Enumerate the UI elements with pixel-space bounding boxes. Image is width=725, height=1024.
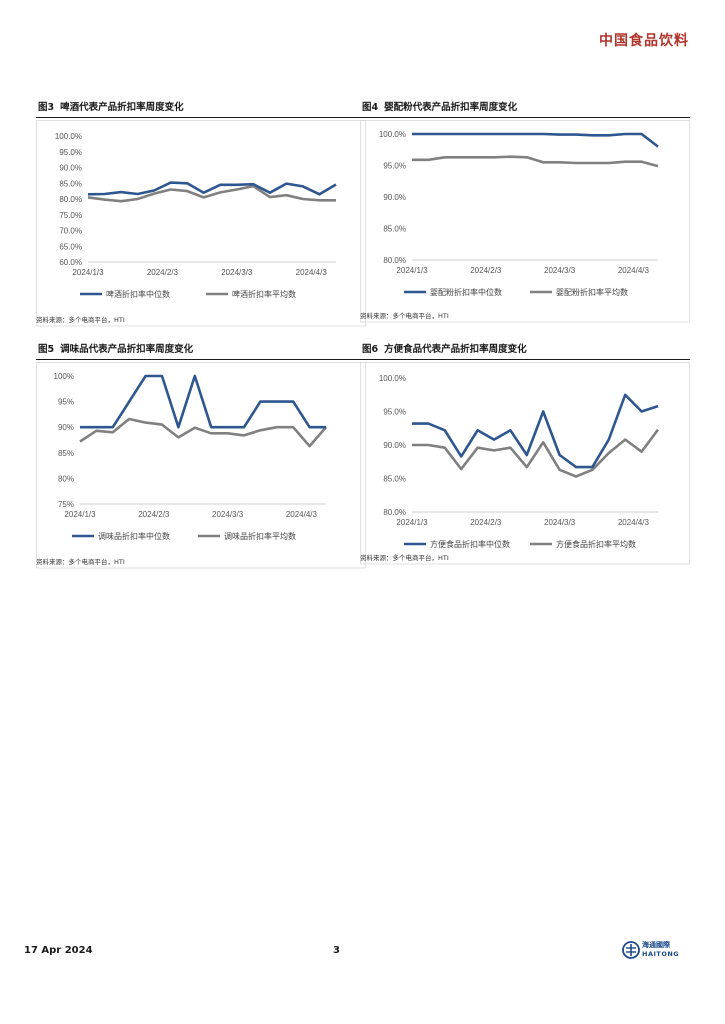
chart-title: 图4 婴配粉代表产品折扣率周度变化 — [360, 100, 690, 118]
chart-panel-fig4: 图4 婴配粉代表产品折扣率周度变化 100.0% 95.0% 90.0% 85.0% 80… — [360, 100, 690, 430]
footer-date: 17 Apr 2024 — [24, 945, 93, 956]
figure-number: 图3 — [38, 102, 55, 113]
figure-caption: 啤酒代表产品折扣率周度变化 — [60, 102, 184, 113]
y-tick-label: 100.0% — [55, 132, 82, 141]
y-tick-label: 85.0% — [383, 225, 406, 234]
chart-frame — [36, 362, 366, 569]
x-tick-label: 2024/3/3 — [221, 268, 253, 277]
logo-text-en: HAITONG — [642, 950, 680, 958]
chart-frame — [360, 362, 690, 565]
line-chart: 100.0% 95.0% 90.0% 85.0% 80.0% 75.0% 70.0% 65.0… — [36, 120, 366, 404]
x-tick-label: 2024/4/3 — [618, 266, 650, 275]
haitong-logo: 海通國際 HAITONG — [622, 939, 682, 963]
page-number: 3 — [333, 945, 340, 956]
figure-number: 图4 — [362, 102, 379, 113]
report-header-title: 中国食品饮料 — [599, 33, 689, 49]
y-tick-label: 85.0% — [383, 475, 406, 484]
x-tick-label: 2024/2/3 — [470, 266, 502, 275]
figure-caption: 调味品代表产品折扣率周度变化 — [60, 344, 194, 355]
chart-canvas: 100.0% 95.0% 90.0% 85.0% 80.0% 75.0% 70.0% 65.0… — [36, 120, 366, 327]
legend-label: 方便食品折扣率中位数 — [430, 539, 510, 549]
line-chart: 100% 95% 90% 85% 80% 75% 2024/1/3 2024/2/3 2024/… — [36, 362, 366, 646]
y-tick-label: 90% — [58, 423, 74, 432]
series-average-line — [412, 428, 660, 478]
y-tick-label: 85.0% — [59, 179, 82, 188]
chart-canvas: 100% 95% 90% 85% 80% 75%2024/1/3 2024/2/3 2024/… — [36, 362, 366, 569]
y-tick-label: 60.0% — [59, 258, 82, 267]
chart-title: 图3 啤酒代表产品折扣率周度变化 — [36, 100, 366, 118]
source-note: 资料来源：多个电商平台，HTI — [360, 554, 449, 562]
x-tick-label: 2024/2/3 — [147, 268, 179, 277]
y-tick-label: 95% — [58, 398, 74, 407]
series-average-line — [87, 184, 336, 203]
legend-label: 婴配粉折扣率平均数 — [556, 287, 628, 297]
source-note: 资料来源：多个电商平台，HTI — [36, 316, 125, 324]
y-tick-label: 95.0% — [383, 162, 406, 171]
y-tick-label: 65.0% — [59, 242, 82, 251]
y-tick-label: 80.0% — [59, 195, 82, 204]
y-tick-label: 80.0% — [383, 256, 406, 265]
y-tick-label: 90.0% — [59, 164, 82, 173]
y-tick-label: 80.0% — [383, 508, 406, 517]
source-note: 资料来源：多个电商平台，HTI — [36, 558, 125, 566]
figure-caption: 方便食品代表产品折扣率周度变化 — [384, 344, 527, 355]
y-tick-label: 90.0% — [383, 193, 406, 202]
y-tick-label: 100% — [54, 372, 74, 381]
figure-number: 图5 — [38, 344, 55, 355]
x-tick-label: 2024/2/3 — [470, 518, 502, 527]
x-tick-label: 2024/4/3 — [296, 268, 328, 277]
line-chart: 100.0% 95.0% 90.0% 85.0% 80.0% 2024/1/3 2024/2… — [360, 120, 690, 404]
chart-title: 图6 方便食品代表产品折扣率周度变化 — [360, 342, 690, 360]
series-median-line — [412, 132, 659, 148]
logo-text-cn: 海通國際 — [642, 941, 670, 949]
chart-canvas: 100.0% 95.0% 90.0% 85.0% 80.0%2024/1/3 2024/2… — [360, 120, 690, 323]
haitong-logo-icon — [622, 941, 640, 959]
series-median-line — [87, 181, 337, 196]
x-tick-label: 2024/1/3 — [396, 266, 428, 275]
x-tick-label: 2024/1/3 — [64, 510, 96, 519]
chart-frame — [36, 120, 366, 327]
chart-panel-fig3: 图3 啤酒代表产品折扣率周度变化 100.0% 95.0% 90.0% 85.0% 80.… — [36, 100, 366, 430]
legend-label: 婴配粉折扣率中位数 — [430, 287, 502, 297]
x-tick-label: 2024/1/3 — [396, 518, 428, 527]
y-tick-label: 90.0% — [383, 441, 406, 450]
series-average-line — [412, 155, 659, 168]
y-tick-label: 85% — [58, 449, 74, 458]
x-tick-label: 2024/3/3 — [212, 510, 244, 519]
series-median-line — [80, 374, 326, 429]
y-tick-label: 100.0% — [379, 130, 406, 139]
x-tick-label: 2024/3/3 — [544, 266, 576, 275]
y-tick-label: 70.0% — [59, 227, 82, 236]
chart-panel-fig6: 图6 方便食品代表产品折扣率周度变化 100.0% 95.0% 90.0% 85.0% 8… — [360, 342, 690, 672]
legend-label: 啤酒折扣率平均数 — [232, 289, 296, 299]
y-tick-label: 100.0% — [379, 374, 406, 383]
y-tick-label: 95.0% — [59, 148, 82, 157]
y-tick-label: 80% — [58, 474, 74, 483]
figure-caption: 婴配粉代表产品折扣率周度变化 — [384, 102, 518, 113]
line-chart: 100.0% 95.0% 90.0% 85.0% 80.0% 2024/1/3 2024/2… — [360, 362, 690, 646]
y-tick-label: 75.0% — [59, 211, 82, 220]
x-tick-label: 2024/4/3 — [618, 518, 650, 527]
legend-label: 调味品折扣率中位数 — [98, 531, 170, 541]
chart-panel-fig5: 图5 调味品代表产品折扣率周度变化 100% 95% 90% 85% 80% 75% 2024… — [36, 342, 366, 672]
chart-title: 图5 调味品代表产品折扣率周度变化 — [36, 342, 366, 360]
series-median-line — [412, 393, 659, 469]
legend-label: 方便食品折扣率平均数 — [556, 539, 636, 549]
x-tick-label: 2024/3/3 — [544, 518, 576, 527]
legend-label: 啤酒折扣率中位数 — [106, 289, 170, 299]
legend-label: 调味品折扣率平均数 — [224, 531, 296, 541]
x-tick-label: 2024/4/3 — [286, 510, 318, 519]
y-tick-label: 75% — [58, 500, 74, 509]
series-average-line — [79, 417, 327, 448]
figure-number: 图6 — [362, 344, 379, 355]
x-tick-label: 2024/1/3 — [72, 268, 104, 277]
x-tick-label: 2024/2/3 — [138, 510, 170, 519]
chart-frame — [360, 120, 690, 323]
chart-canvas: 100.0% 95.0% 90.0% 85.0% 80.0%2024/1/3 2024/2… — [360, 362, 690, 565]
source-note: 资料来源：多个电商平台，HTI — [360, 312, 449, 320]
y-tick-label: 95.0% — [383, 408, 406, 417]
